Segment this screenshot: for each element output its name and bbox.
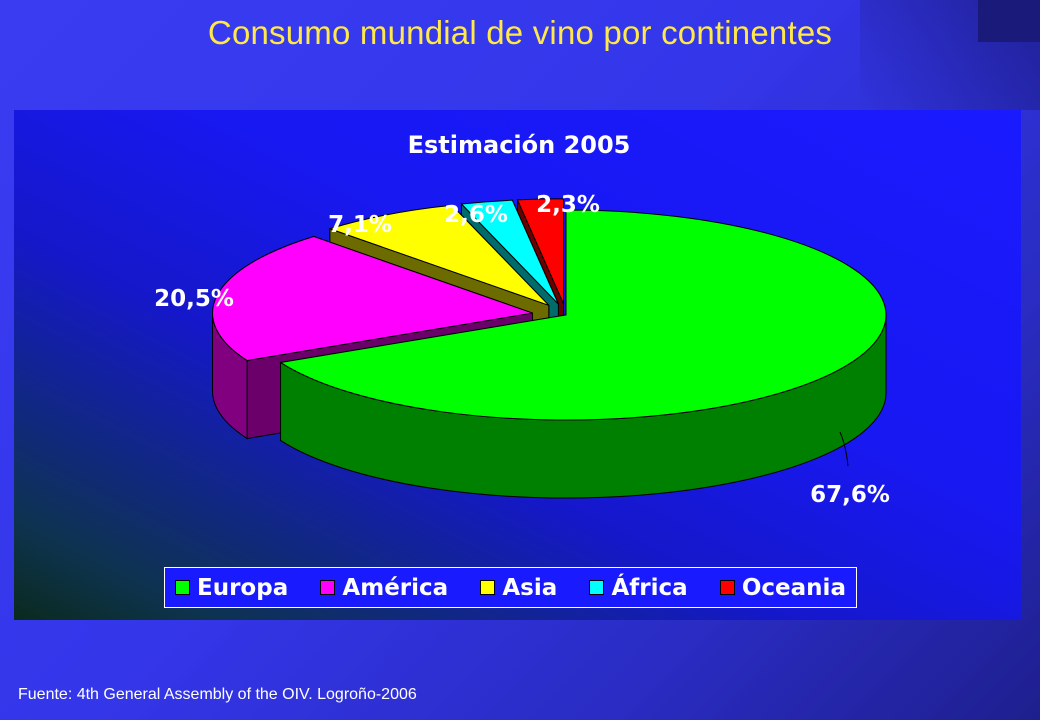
chart-panel: Estimación 2005 67,6% 20,5% 7,1% 2,6% 2,3% E… — [14, 110, 1021, 620]
data-label-amrica: 20,5% — [154, 286, 234, 312]
corner-decoration-square — [978, 0, 1040, 42]
data-label-europa: 67,6% — [810, 482, 890, 508]
pie-labels: 67,6% 20,5% 7,1% 2,6% 2,3% — [154, 192, 890, 508]
chart-title: Estimación 2005 — [408, 131, 631, 159]
leader-line-europa — [839, 431, 849, 467]
legend-swatch-frica — [589, 580, 605, 595]
legend-item-asia: Asia — [480, 575, 557, 601]
source-note: Fuente: 4th General Assembly of the OIV.… — [18, 686, 417, 703]
pie-slice-frica — [460, 199, 559, 305]
pie-chart: Estimación 2005 67,6% 20,5% 7,1% 2,6% 2,3% — [154, 131, 890, 508]
legend-item-europa: Europa — [175, 575, 288, 601]
legend-item-frica: África — [589, 574, 688, 601]
legend-label-oceania: Oceania — [741, 574, 846, 601]
legend-swatch-amrica — [320, 580, 336, 595]
legend-item-oceania: Oceania — [719, 574, 846, 601]
data-label-oceania: 2,3% — [536, 192, 600, 218]
legend-label-frica: África — [611, 574, 688, 601]
pie-slice-asia — [328, 204, 550, 306]
legend-label-amrica: América — [342, 574, 449, 601]
legend-swatch-asia — [480, 580, 496, 595]
pie-slice-amrica — [212, 235, 533, 362]
data-label-frica: 2,6% — [444, 202, 508, 228]
slide-title: Consumo mundial de vino por continentes — [207, 14, 833, 51]
chart-legend: Europa América Asia África Oceania — [164, 567, 857, 608]
pie-slice-europa — [279, 209, 887, 421]
pie-slice-oceania — [516, 198, 565, 305]
legend-item-amrica: América — [320, 575, 448, 601]
data-label-asia: 7,1% — [328, 212, 392, 238]
legend-label-europa: Europa — [197, 574, 289, 601]
pie-slices — [212, 198, 887, 499]
legend-swatch-europa — [175, 580, 190, 595]
legend-label-asia: Asia — [502, 574, 558, 601]
legend-swatch-oceania — [719, 580, 735, 595]
